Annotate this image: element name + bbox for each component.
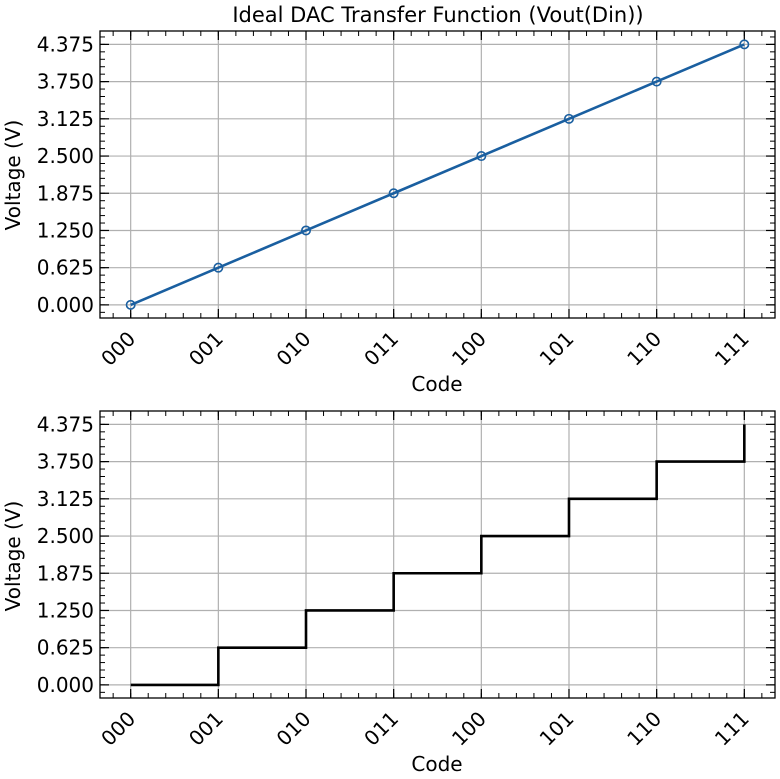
y-tick-label: 0.625 [37,636,94,660]
x-tick-label: 101 [535,707,579,751]
x-tick-label: 111 [710,707,754,751]
line-series [125,39,750,310]
x-tick-label: 110 [622,707,666,751]
x-tick-label: 010 [272,707,316,751]
y-tick-label: 4.375 [37,32,94,56]
y-tick-label: 1.875 [37,561,94,585]
y-tick-label: 1.250 [37,598,94,622]
x-tick-label: 110 [622,327,666,371]
axes-frame [99,30,776,319]
y-tick-label: 2.500 [37,144,94,168]
x-tick-label: 000 [96,707,140,751]
x-tick-label: 011 [359,707,403,751]
x-tick-label: 111 [710,327,754,371]
data-point [213,262,224,273]
y-tick-label: 4.375 [37,412,94,436]
tick-marks [100,31,775,318]
staircase-output-chart: 0.000 0.625 1.250 1.875 2.500 3.125 3.750 4.375… [1,410,776,776]
chart-title: Ideal DAC Transfer Function (Vout(Din)) [232,3,643,27]
data-point [388,188,399,199]
data-point [125,299,136,310]
grid [100,31,775,318]
series-line [130,43,745,307]
x-axis-label: Code [411,372,462,396]
y-tick-label: 3.750 [37,70,94,94]
y-tick-labels: 0.000 0.625 1.250 1.875 2.500 3.125 3.750 4.375 [37,412,94,697]
data-point [563,113,574,124]
y-tick-labels: 0.000 0.625 1.250 1.875 2.500 3.125 3.750 4.375 [37,32,94,317]
y-tick-label: 0.625 [37,256,94,280]
axes-frame [99,410,776,699]
data-point [651,76,662,87]
x-tick-label: 011 [359,327,403,371]
x-tick-labels: 000 001 010 011 100 101 110 111 [96,327,754,371]
y-axis-label: Voltage (V) [1,120,25,231]
x-tick-label: 101 [535,327,579,371]
y-axis-label: Voltage (V) [1,501,25,612]
y-tick-label: 3.125 [37,487,94,511]
x-tick-label: 010 [272,327,316,371]
y-tick-label: 1.875 [37,181,94,205]
step-series [130,424,746,687]
data-point [476,151,487,162]
y-tick-label: 0.000 [37,293,94,317]
step-line [130,424,746,687]
tick-marks [100,411,775,698]
x-tick-label: 100 [447,707,491,751]
y-tick-label: 3.750 [37,450,94,474]
x-tick-labels: 000 001 010 011 100 101 110 111 [96,707,754,751]
data-point [301,225,312,236]
grid [100,411,775,698]
data-point [739,39,750,50]
transfer-function-chart: Ideal DAC Transfer Function (Vout(Din)) … [1,3,776,396]
x-tick-label: 100 [447,327,491,371]
y-tick-label: 1.250 [37,218,94,242]
x-tick-label: 000 [96,327,140,371]
x-axis-label: Code [411,752,462,776]
x-tick-label: 001 [184,327,228,371]
y-tick-label: 0.000 [37,673,94,697]
y-tick-label: 2.500 [37,524,94,548]
x-tick-label: 001 [184,707,228,751]
y-tick-label: 3.125 [37,107,94,131]
